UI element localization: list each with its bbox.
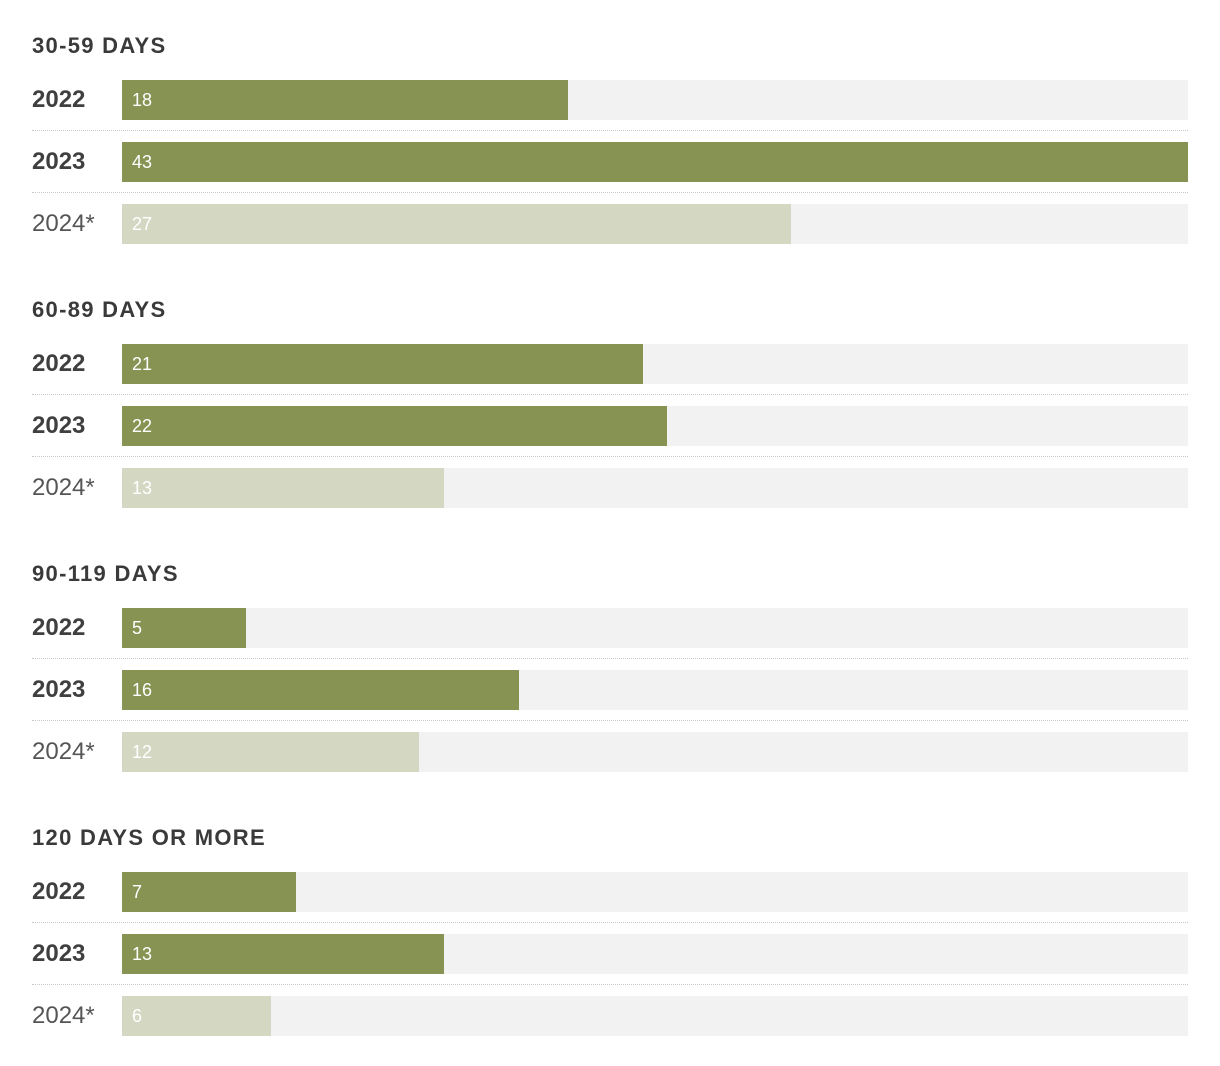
year-label: 2024* [32,738,95,765]
bar-track: 27 [122,204,1188,244]
bar [122,732,419,772]
year-label: 2022 [32,350,86,377]
bar [122,670,519,710]
bar-track: 13 [122,468,1188,508]
bar [122,934,444,974]
bar [122,344,643,384]
bar-value-label: 21 [132,354,153,374]
bar [122,996,271,1036]
bar [122,406,667,446]
bar-value-label: 12 [132,742,153,762]
year-label: 2022 [32,614,86,641]
row-divider [32,192,1188,193]
bar-value-label: 27 [132,214,153,234]
bar-row: 2023 13 [32,934,1188,974]
year-label: 2023 [32,148,86,175]
year-label: 2024* [32,210,95,237]
row-divider [32,456,1188,457]
year-label: 2023 [32,412,86,439]
row-divider [32,130,1188,131]
bar-group: 120 DAYS OR MORE 2022 7 2023 13 2024* 6 [32,824,1188,1064]
bar-row: 2024* 6 [32,996,1188,1036]
year-label: 2024* [32,1002,95,1029]
bar-track: 43 [122,142,1188,182]
bar-row: 2022 18 [32,80,1188,120]
bar-track: 13 [122,934,1188,974]
bar-track: 16 [122,670,1188,710]
year-label: 2023 [32,676,86,703]
row-divider [32,984,1188,985]
bar [122,204,791,244]
bar-track: 5 [122,608,1188,648]
row-divider [32,658,1188,659]
bar-row: 2022 5 [32,608,1188,648]
bar-row: 2023 22 [32,406,1188,446]
bar-row: 2023 16 [32,670,1188,710]
bar-row: 2023 43 [32,142,1188,182]
bar-value-label: 43 [132,152,153,172]
group-title: 120 DAYS OR MORE [32,825,266,850]
bar-row: 2022 21 [32,344,1188,384]
year-label: 2023 [32,940,86,967]
bar-value-label: 16 [132,680,153,700]
group-title: 30-59 DAYS [32,33,167,58]
group-title: 60-89 DAYS [32,297,167,322]
bar [122,142,1188,182]
bar-value-label: 7 [132,882,143,902]
group-title: 90-119 DAYS [32,561,179,586]
bar-group: 30-59 DAYS 2022 18 2023 43 2024* 27 [32,32,1188,272]
bar [122,872,296,912]
bar-track: 22 [122,406,1188,446]
bar-row: 2024* 27 [32,204,1188,244]
bar-group: 90-119 DAYS 2022 5 2023 16 2024* 12 [32,560,1188,800]
bar-value-label: 6 [132,1006,143,1026]
bar [122,608,246,648]
row-divider [32,720,1188,721]
bar-track: 18 [122,80,1188,120]
bar [122,468,444,508]
bar-value-label: 18 [132,90,153,110]
bar-value-label: 5 [132,618,143,638]
year-label: 2024* [32,474,95,501]
bar-row: 2024* 12 [32,732,1188,772]
bar [122,80,568,120]
bar-row: 2024* 13 [32,468,1188,508]
bar-track: 12 [122,732,1188,772]
bar-value-label: 13 [132,944,153,964]
year-label: 2022 [32,86,86,113]
bar-track: 6 [122,996,1188,1036]
bar-value-label: 22 [132,416,153,436]
bar-track: 21 [122,344,1188,384]
bar-row: 2022 7 [32,872,1188,912]
bar-group: 60-89 DAYS 2022 21 2023 22 2024* 13 [32,296,1188,536]
year-label: 2022 [32,878,86,905]
row-divider [32,922,1188,923]
row-divider [32,394,1188,395]
bar-track: 7 [122,872,1188,912]
bar-value-label: 13 [132,478,153,498]
